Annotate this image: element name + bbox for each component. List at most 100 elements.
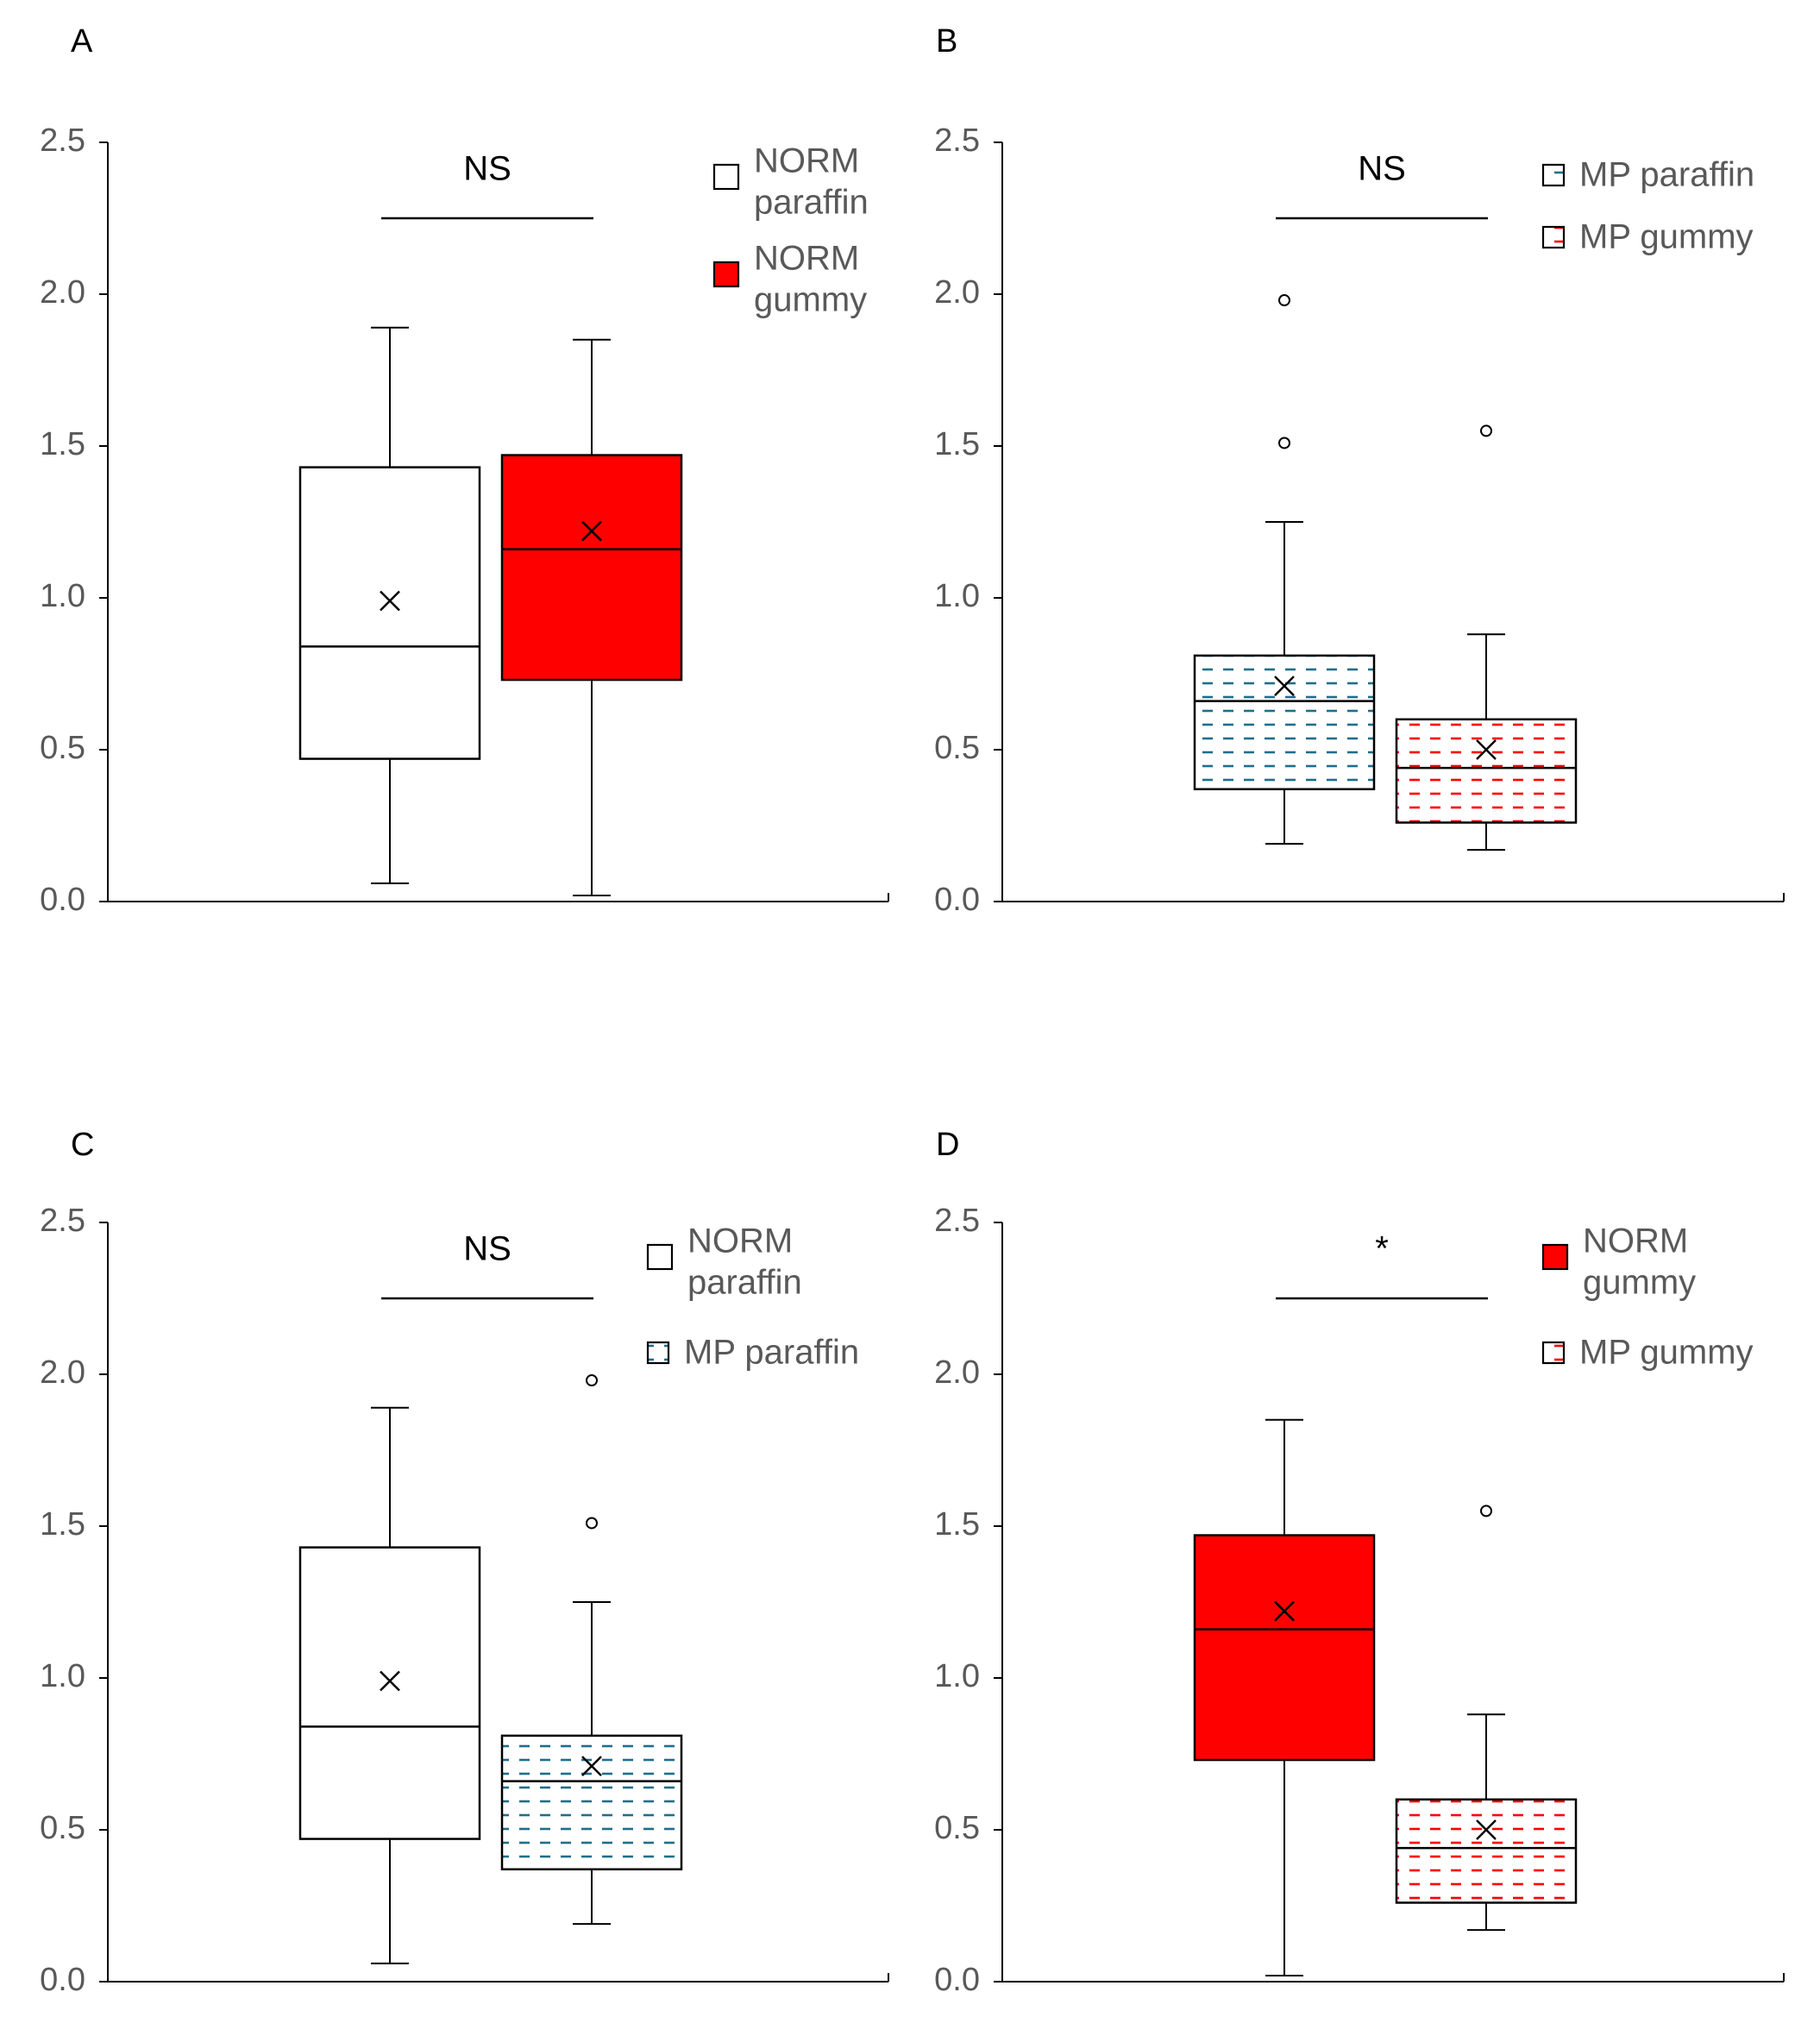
iqr-box (1193, 1534, 1376, 1762)
significance-label: NS (463, 150, 511, 188)
box-norm-gummy (500, 338, 683, 896)
legend-label: MP paraffin (1579, 156, 1754, 194)
y-tick-label: 1.5 (40, 426, 85, 462)
y-tick-label: 1.5 (40, 1506, 85, 1543)
mean-marker (1274, 1600, 1295, 1622)
y-tick-label: 2.5 (934, 123, 980, 159)
legend-label: NORM (754, 142, 859, 180)
mean-marker-stroke (1274, 1600, 1295, 1622)
legend-item: NORM paraffin (646, 1222, 802, 1302)
panel-b: B 0.0 0.5 1.0 1.5 2.0 2.5 NS MP paraffin MP gummy (934, 23, 1785, 918)
significance-label: * (1375, 1230, 1389, 1268)
y-tick-label: 2.5 (40, 123, 85, 159)
y-tick-label: 1.5 (934, 1506, 980, 1543)
significance-label: NS (1358, 150, 1406, 188)
mean-marker (1476, 1819, 1497, 1840)
y-tick-label: 2.0 (934, 1354, 980, 1391)
legend-item: MP gummy (1541, 218, 1754, 256)
legend-swatch (712, 261, 740, 288)
panel-d: D 0.0 0.5 1.0 1.5 2.0 2.5 * NORM gummy MP gummy (934, 1127, 1785, 1998)
legend-item: MP paraffin (1541, 156, 1754, 194)
legend-swatch (1541, 1243, 1569, 1271)
y-tick-label: 0.0 (934, 1962, 980, 1998)
mean-marker (380, 590, 400, 612)
y-tick-label: 1.5 (934, 426, 980, 462)
significance-label: NS (463, 1230, 511, 1268)
iqr-box (500, 454, 683, 682)
panel-label: C (71, 1127, 94, 1163)
y-tick-label: 2.0 (40, 1354, 85, 1391)
panel-label: A (71, 23, 93, 60)
outlier-point (1278, 294, 1290, 307)
panel-c: C 0.0 0.5 1.0 1.5 2.0 2.5 NS NORM paraffin MP para… (40, 1127, 889, 1998)
legend-item: NORM paraffin (712, 142, 869, 222)
box-mp-gummy (1395, 424, 1578, 851)
legend-label: gummy (1583, 1264, 1696, 1302)
mean-marker (1476, 739, 1497, 760)
y-tick-label: 0.0 (40, 1962, 85, 1998)
legend-item: MP gummy (1541, 1334, 1754, 1372)
legend-label: MP gummy (1579, 1334, 1754, 1372)
y-tick-label: 0.5 (934, 730, 980, 766)
mean-marker (581, 520, 602, 542)
legend-label: NORM (754, 240, 859, 278)
y-tick-label: 0.0 (934, 882, 980, 918)
legend-item: MP paraffin (646, 1334, 859, 1372)
mean-marker (380, 1670, 400, 1692)
outlier-point (586, 1517, 598, 1530)
outlier-point (1480, 424, 1492, 437)
y-tick-label: 1.0 (40, 1658, 85, 1694)
legend-label: paraffin (687, 1264, 802, 1302)
outlier-point (1278, 437, 1290, 449)
iqr-box (298, 1546, 481, 1840)
y-tick-label: 2.0 (934, 274, 980, 311)
panel-a: A0.00.51.01.52.02.5NS NORMparaffinNORMgum… (40, 23, 889, 918)
box-mp-gummy (1395, 1505, 1578, 1932)
y-tick-label: 1.0 (934, 1658, 980, 1694)
mean-marker-stroke (1476, 1819, 1497, 1840)
y-tick-label: 0.5 (40, 730, 85, 766)
legend-swatch (646, 1243, 674, 1271)
box-norm-paraffin (298, 1406, 481, 1964)
y-tick-label: 2.0 (40, 274, 85, 311)
iqr-box (500, 1734, 683, 1871)
legend-label: NORM (1583, 1222, 1688, 1260)
y-tick-label: 0.5 (40, 1810, 85, 1846)
box-mp-paraffin (1193, 294, 1376, 845)
panel-label: D (936, 1127, 959, 1163)
legend-label: gummy (754, 281, 867, 319)
y-tick-label: 1.0 (934, 578, 980, 614)
y-tick-label: 0.5 (934, 1810, 980, 1846)
legend-item: NORM gummy (1541, 1222, 1696, 1302)
y-tick-label: 0.0 (40, 882, 85, 918)
y-tick-label: 1.0 (40, 578, 85, 614)
legend-label: MP gummy (1579, 218, 1754, 256)
legend-label: MP paraffin (684, 1334, 859, 1372)
box-mp-paraffin (500, 1374, 683, 1926)
mean-marker-stroke (1476, 739, 1497, 760)
legend-swatch (712, 163, 740, 191)
legend-swatch (1541, 163, 1566, 187)
legend-swatch (646, 1341, 670, 1365)
iqr-box (1395, 718, 1578, 824)
y-tick-label: 2.5 (934, 1203, 980, 1239)
legend-label: paraffin (754, 184, 869, 222)
y-tick-label: 2.5 (40, 1203, 85, 1239)
outlier-point (586, 1374, 598, 1387)
mean-marker (581, 1756, 602, 1776)
box-norm-paraffin (298, 326, 481, 884)
legend-swatch (1541, 225, 1566, 249)
iqr-box (1395, 1798, 1578, 1904)
panel-label: B (936, 23, 957, 60)
outlier-point (1480, 1505, 1492, 1518)
mean-marker-stroke (380, 590, 400, 612)
legend-label: NORM (687, 1222, 793, 1260)
box-norm-gummy (1193, 1418, 1376, 1976)
mean-marker-stroke (380, 1670, 400, 1692)
mean-marker (1274, 676, 1295, 696)
iqr-box (298, 466, 481, 760)
mean-marker-stroke (581, 1756, 602, 1776)
legend-swatch (1541, 1341, 1566, 1365)
